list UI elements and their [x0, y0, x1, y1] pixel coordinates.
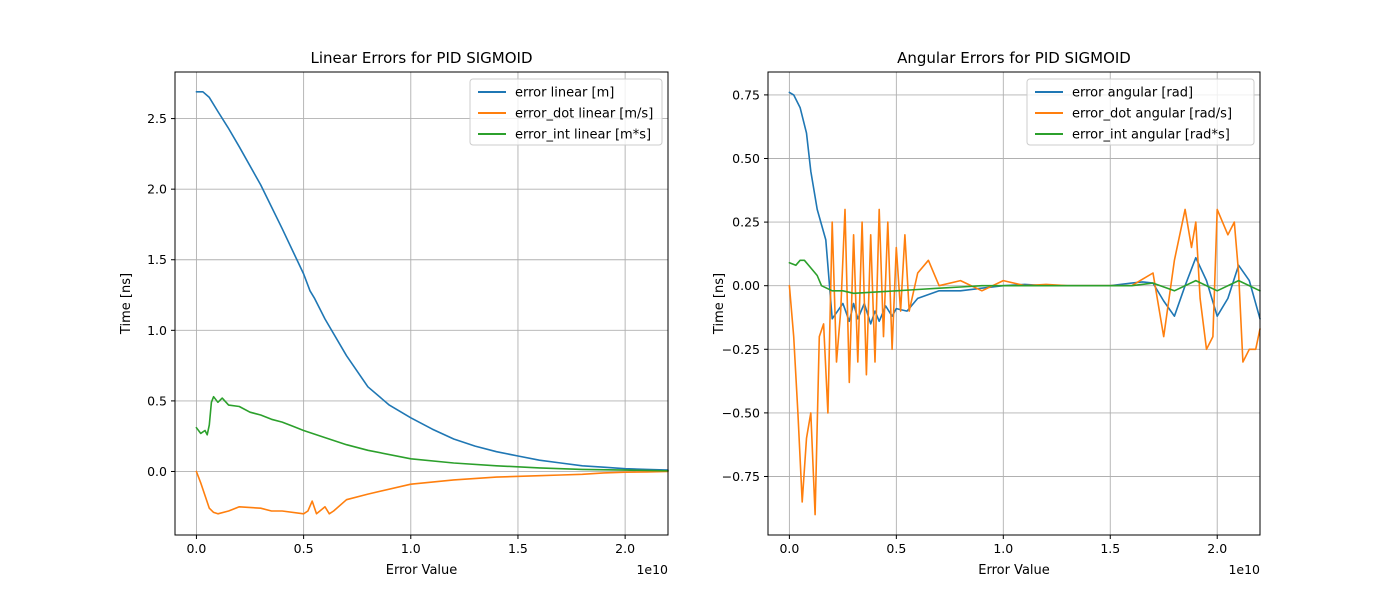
- legend-label-error-angular: error angular [rad]: [1072, 86, 1193, 101]
- series-line-2: [788, 208, 1261, 516]
- legend-box: [1026, 78, 1255, 146]
- y-tick-label: −0.50: [722, 405, 760, 420]
- x-tick-label: 1.0: [993, 541, 1013, 556]
- series-lines: [788, 91, 1261, 516]
- x-tick-label: 2.0: [615, 541, 635, 556]
- x-tick-label: 1.5: [1100, 541, 1120, 556]
- legend-label-error-int-linear: error_int linear [m*s]: [515, 128, 651, 143]
- series-line-3: [788, 259, 1261, 295]
- y-tick-label: 0.0: [147, 464, 167, 479]
- series-line-1: [195, 91, 669, 471]
- x-tick-label: 0.0: [779, 541, 799, 556]
- y-axis-label: Time [ns]: [712, 273, 727, 335]
- plot-frame: [174, 71, 669, 536]
- y-tick-label: 0.25: [732, 215, 760, 230]
- x-offset-label: 1e10: [1228, 562, 1260, 577]
- ticks: 0.0 0.5 1.0 1.5 2.0 −0.75 −0.50 −0.25 0.00 0.25 0.…: [722, 87, 1228, 556]
- legend: error angular [rad] error_dot angular [r…: [1026, 78, 1255, 146]
- legend-label-error-dot-linear: error_dot linear [m/s]: [515, 107, 653, 122]
- y-tick-label: 0.5: [147, 393, 167, 408]
- legend-box: [469, 78, 663, 146]
- x-axis-label: Error Value: [978, 563, 1050, 578]
- y-tick-label: 2.0: [147, 182, 167, 197]
- x-tick-label: 1.0: [401, 541, 421, 556]
- chart-title: Angular Errors for PID SIGMOID: [897, 49, 1131, 67]
- x-axis-label: Error Value: [386, 563, 458, 578]
- x-tick-label: 0.5: [886, 541, 906, 556]
- y-tick-label: 0.00: [732, 278, 760, 293]
- series-lines: [195, 91, 669, 515]
- angular-errors-chart: 0.0 0.5 1.0 1.5 2.0 −0.75 −0.50 −0.25 0.00 0.25 0.…: [712, 49, 1261, 578]
- legend: error linear [m] error_dot linear [m/s] …: [469, 78, 663, 146]
- y-tick-label: 1.0: [147, 323, 167, 338]
- legend-label-error-int-angular: error_int angular [rad*s]: [1072, 128, 1230, 143]
- legend-label-error-linear: error linear [m]: [515, 86, 614, 101]
- x-tick-label: 0.5: [294, 541, 314, 556]
- y-tick-label: 0.50: [732, 151, 760, 166]
- x-offset-label: 1e10: [636, 562, 668, 577]
- y-tick-label: 2.5: [147, 111, 167, 126]
- plot-frame: [767, 71, 1261, 536]
- x-tick-label: 0.0: [186, 541, 206, 556]
- grid: [175, 72, 668, 535]
- y-tick-label: 0.75: [732, 87, 760, 102]
- x-tick-label: 2.0: [1207, 541, 1227, 556]
- y-tick-label: −0.75: [722, 469, 760, 484]
- ticks: 0.0 0.5 1.0 1.5 2.0 0.0 0.5 1.0 1.5 2.0 2.5: [147, 111, 635, 556]
- y-tick-label: 1.5: [147, 252, 167, 267]
- y-tick-label: −0.25: [722, 342, 760, 357]
- x-tick-label: 1.5: [508, 541, 528, 556]
- legend-label-error-dot-angular: error_dot angular [rad/s]: [1072, 107, 1232, 122]
- y-axis-label: Time [ns]: [119, 273, 134, 335]
- linear-errors-chart: 0.0 0.5 1.0 1.5 2.0 0.0 0.5 1.0 1.5 2.0 2.5 Linear…: [119, 49, 669, 578]
- series-line-3: [195, 395, 669, 472]
- series-line-2: [195, 470, 669, 515]
- chart-title: Linear Errors for PID SIGMOID: [310, 49, 532, 67]
